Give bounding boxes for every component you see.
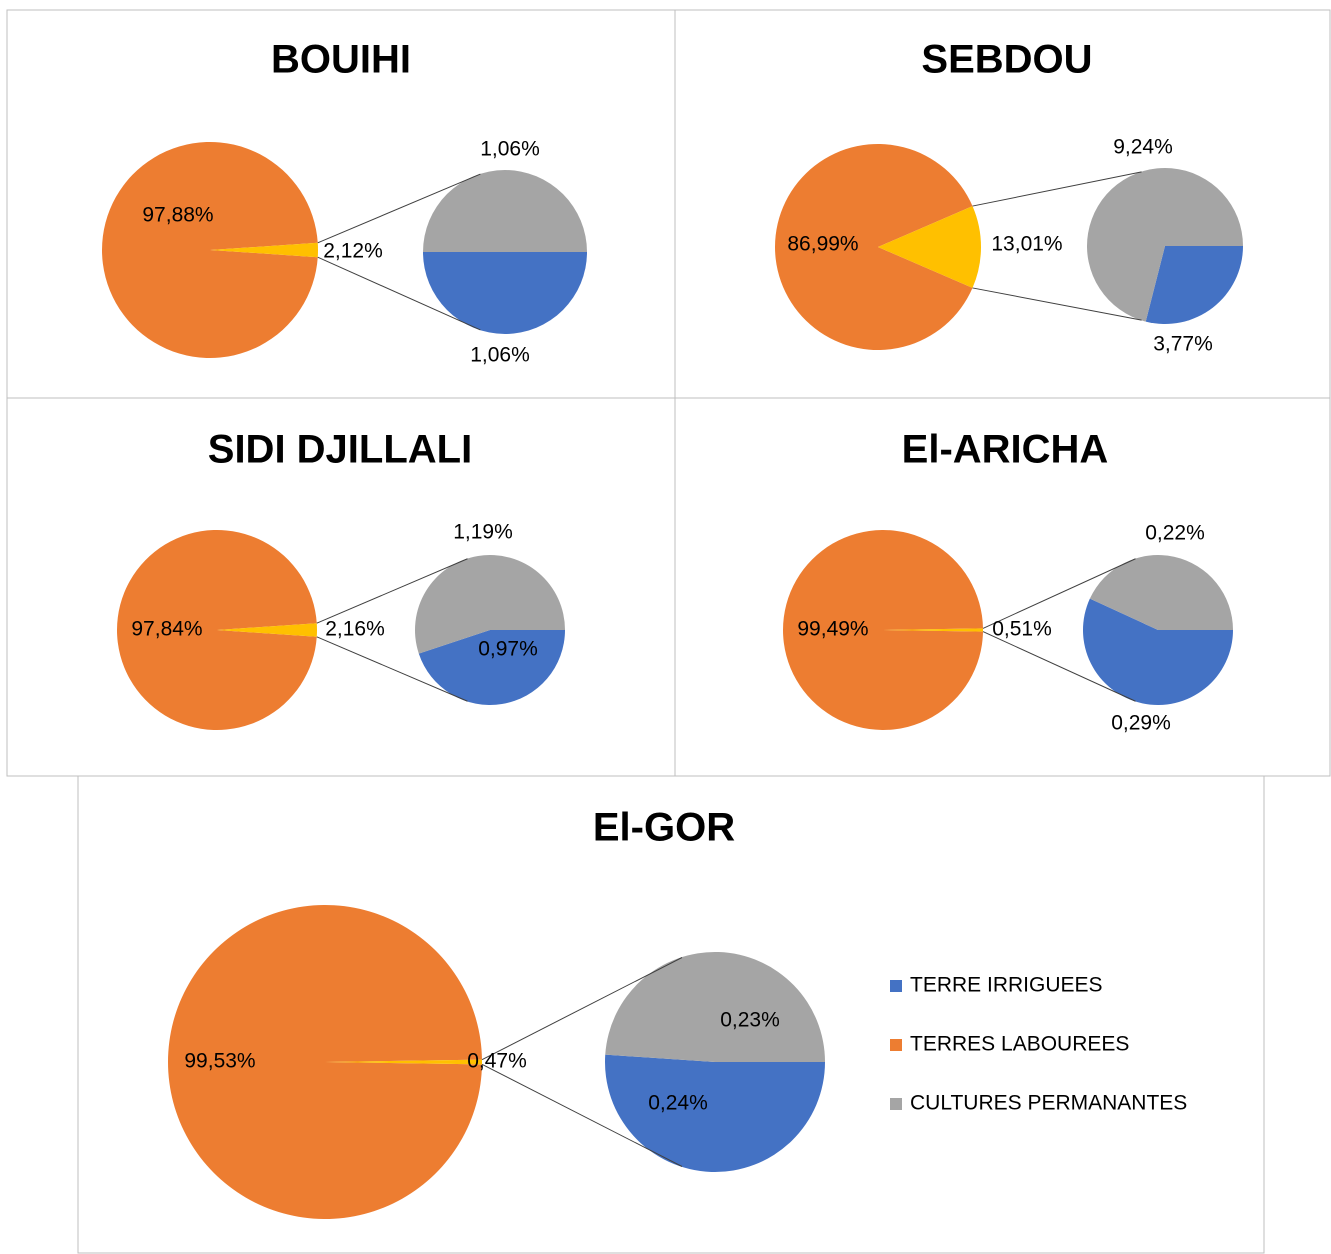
legend-label: TERRES LABOUREES xyxy=(910,1033,1129,1056)
data-label: 86,99% xyxy=(787,233,858,256)
pie-slice xyxy=(102,142,318,359)
data-label: 1,06% xyxy=(470,344,530,367)
data-label: 9,24% xyxy=(1113,136,1173,159)
chart-title: SIDI DJILLALI xyxy=(208,428,472,472)
data-label: 0,47% xyxy=(467,1050,527,1073)
data-label: 0,23% xyxy=(720,1009,780,1032)
pie-slice xyxy=(325,1059,482,1065)
legend-label: CULTURES PERMANANTES xyxy=(910,1092,1187,1115)
connector-line xyxy=(317,256,481,331)
data-label: 1,06% xyxy=(480,138,540,161)
pie-slice xyxy=(167,905,482,1220)
chart-title: SEBDOU xyxy=(921,38,1092,82)
data-label: 0,29% xyxy=(1111,712,1171,735)
sub-pie-slice xyxy=(418,630,565,705)
data-label: 0,22% xyxy=(1145,522,1205,545)
chart-title: El-ARICHA xyxy=(902,428,1109,472)
connector-line xyxy=(316,636,468,702)
sub-pie-slice xyxy=(605,951,825,1062)
legend-swatch xyxy=(890,1098,902,1110)
legend-label: TERRE IRRIGUEES xyxy=(910,974,1103,997)
connector-line xyxy=(972,287,1142,321)
chart-title: BOUIHI xyxy=(271,38,411,82)
pie-slice xyxy=(217,623,317,637)
data-label: 99,53% xyxy=(184,1050,255,1073)
sub-pie-slice xyxy=(605,1054,825,1172)
sub-pie-slice xyxy=(423,252,587,334)
connector-line xyxy=(982,631,1136,702)
sub-pie-slice xyxy=(415,554,565,654)
data-label: 97,84% xyxy=(131,618,202,641)
sub-pie-slice xyxy=(1087,167,1243,322)
connector-line xyxy=(481,1063,683,1167)
legend-swatch xyxy=(890,1039,902,1051)
pie-slice xyxy=(883,628,983,632)
data-label: 0,24% xyxy=(648,1092,708,1115)
data-label: 3,77% xyxy=(1153,333,1213,356)
connector-line xyxy=(982,558,1136,629)
data-label: 2,12% xyxy=(323,240,383,263)
connector-line xyxy=(481,957,683,1061)
data-label: 0,97% xyxy=(478,638,538,661)
sub-pie-slice xyxy=(1083,598,1233,706)
panel-border xyxy=(77,775,1265,1254)
pie-slice xyxy=(116,530,317,730)
sub-pie-slice xyxy=(1145,246,1243,325)
data-label: 1,19% xyxy=(453,521,513,544)
pie-slice xyxy=(210,242,318,258)
pie-slice xyxy=(878,206,982,288)
connector-line xyxy=(972,171,1142,207)
data-label: 13,01% xyxy=(991,233,1062,256)
legend-swatch xyxy=(890,980,902,992)
sub-pie-slice xyxy=(423,170,587,252)
data-label: 0,51% xyxy=(992,618,1052,641)
pie-slice xyxy=(782,530,983,730)
data-label: 97,88% xyxy=(142,204,213,227)
sub-pie-slice xyxy=(1089,555,1233,630)
chart-title: El-GOR xyxy=(593,806,735,850)
connector-line xyxy=(316,558,468,624)
connector-line xyxy=(317,173,481,244)
data-label: 2,16% xyxy=(325,618,385,641)
data-label: 99,49% xyxy=(797,618,868,641)
pie-slice xyxy=(775,143,973,350)
